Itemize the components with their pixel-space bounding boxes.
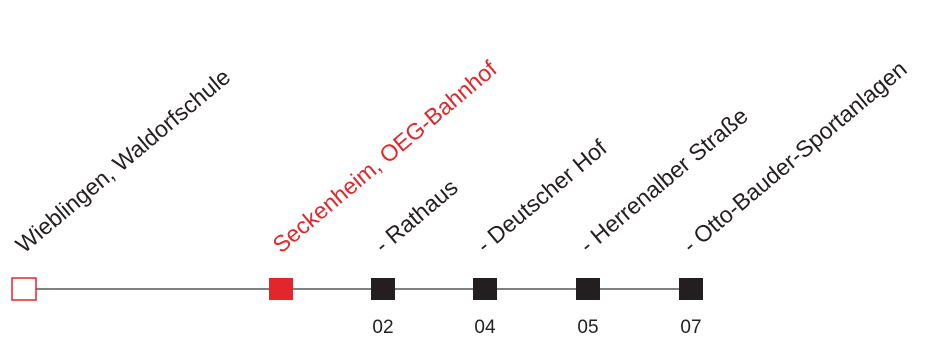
- stop-wieblingen[interactable]: Wieblingen, Waldorfschule: [11, 63, 236, 301]
- stop-rathaus[interactable]: - Rathaus 02: [370, 174, 463, 338]
- stop-marker: [576, 278, 600, 300]
- stop-seckenheim[interactable]: Seckenheim, OEG-Bahnhof: [268, 55, 503, 300]
- stop-number: 05: [577, 317, 598, 338]
- stop-marker: [679, 278, 703, 300]
- stop-label: Wieblingen, Waldorfschule: [11, 63, 236, 257]
- stop-label: - Rathaus: [370, 174, 463, 258]
- stop-label: - Otto-Bauder-Sportanlagen: [678, 55, 912, 257]
- stop-number: 07: [680, 317, 701, 338]
- start-stop-marker: [11, 277, 37, 301]
- stop-otto-bauder-sportanlagen[interactable]: - Otto-Bauder-Sportanlagen 07: [678, 55, 912, 338]
- stop-number: 04: [474, 317, 496, 338]
- current-stop-marker: [269, 278, 293, 300]
- stop-marker: [371, 278, 395, 300]
- stop-label: - Herrenalber Straße: [575, 102, 753, 257]
- stop-marker: [473, 278, 497, 300]
- stop-number: 02: [372, 317, 393, 338]
